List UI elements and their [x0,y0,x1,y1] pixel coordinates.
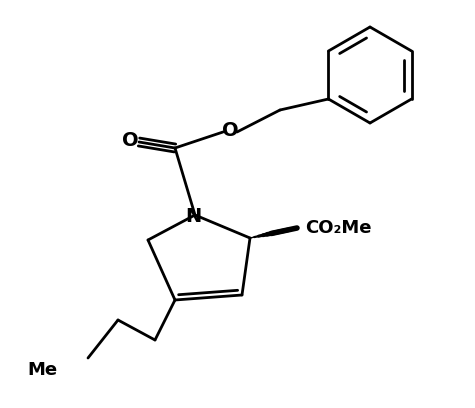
Text: O: O [222,120,238,140]
Text: O: O [122,131,138,149]
Text: N: N [185,208,201,226]
Text: Me: Me [27,361,57,379]
Text: CO₂Me: CO₂Me [305,219,371,237]
